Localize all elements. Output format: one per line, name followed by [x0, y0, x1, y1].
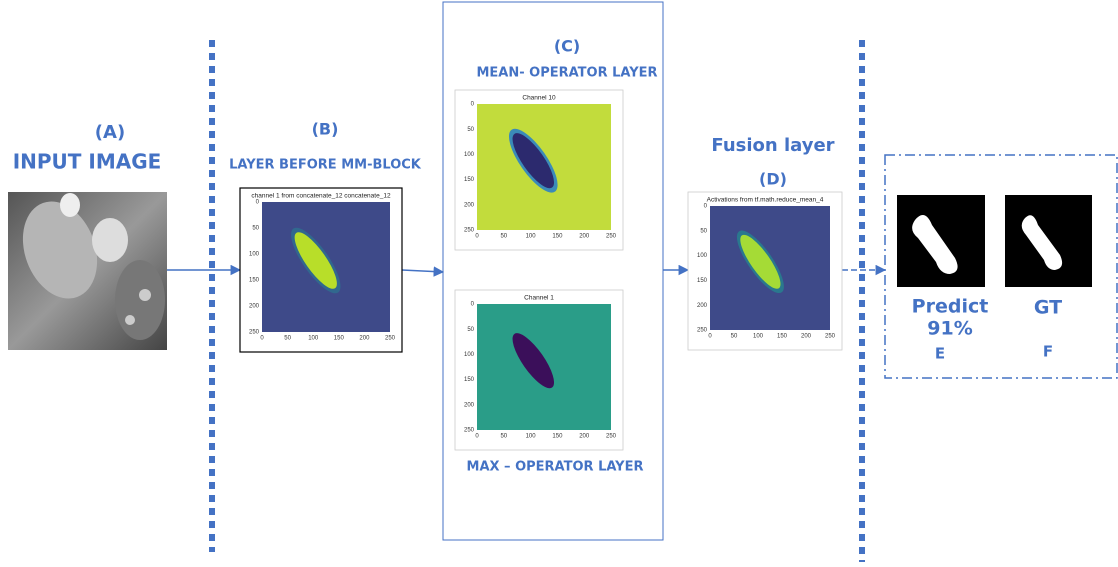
title: Fusion layer	[711, 135, 834, 156]
y-tick-label: 100	[464, 352, 475, 358]
x-tick-label: 150	[552, 434, 563, 440]
y-tick-label: 250	[464, 228, 475, 234]
x-tick-label: 100	[308, 336, 319, 342]
plot-title: Channel 10	[522, 95, 556, 102]
label: (A)	[95, 122, 125, 143]
y-tick-label: 150	[464, 177, 475, 183]
x-tick-label: 50	[500, 234, 507, 240]
x-tick-label: 150	[777, 334, 788, 340]
heatmap-plot: channel 1 from concatenate_12 concatenat…	[240, 188, 402, 352]
x-tick-label: 50	[284, 336, 291, 342]
label: (D)	[759, 170, 787, 189]
y-tick-label: 200	[464, 202, 475, 208]
y-tick-label: 150	[464, 377, 475, 383]
x-tick-label: 250	[825, 334, 836, 340]
y-tick-label: 100	[464, 152, 475, 158]
y-tick-label: 50	[700, 228, 707, 234]
label: (C)	[554, 37, 580, 56]
y-tick-label: 250	[697, 328, 708, 334]
x-tick-label: 200	[801, 334, 812, 340]
y-tick-label: 250	[464, 428, 475, 434]
title: INPUT IMAGE	[13, 150, 162, 174]
x-tick-label: 150	[334, 336, 345, 342]
x-tick-label: 50	[500, 434, 507, 440]
y-tick-label: 200	[464, 402, 475, 408]
plot-title: Activations from tf.math.reduce_mean_4	[707, 197, 824, 204]
arrow	[402, 270, 443, 272]
plot-title: channel 1 from concatenate_12 concatenat…	[251, 193, 391, 200]
y-tick-label: 200	[249, 304, 260, 310]
y-tick-label: 150	[249, 278, 260, 284]
x-tick-label: 250	[606, 234, 617, 240]
y-tick-label: 150	[697, 278, 708, 284]
score: 91%	[927, 318, 972, 340]
x-tick-label: 50	[731, 334, 738, 340]
y-tick-label: 50	[467, 327, 474, 333]
x-tick-label: 150	[552, 234, 563, 240]
x-tick-label: 100	[526, 434, 537, 440]
x-tick-label: 250	[385, 336, 396, 342]
title: LAYER BEFORE MM-BLOCK	[229, 158, 422, 173]
y-tick-label: 50	[467, 127, 474, 133]
x-tick-label: 200	[579, 434, 590, 440]
x-tick-label: 100	[526, 234, 537, 240]
x-tick-label: 200	[359, 336, 370, 342]
prediction-mask	[897, 195, 985, 287]
input-image	[8, 191, 167, 350]
y-tick-label: 100	[249, 252, 260, 258]
y-tick-label: 250	[249, 330, 260, 336]
x-tick-label: 100	[753, 334, 764, 340]
y-tick-label: 100	[697, 253, 708, 259]
x-tick-label: 200	[579, 234, 590, 240]
title: GT	[1034, 297, 1062, 319]
ground-truth-mask	[1005, 195, 1092, 287]
x-tick-label: 250	[606, 434, 617, 440]
label: E	[935, 345, 945, 363]
title: MAX – OPERATOR LAYER	[467, 460, 644, 475]
label: (B)	[312, 120, 339, 139]
y-tick-label: 200	[697, 303, 708, 309]
label: F	[1043, 343, 1053, 361]
y-tick-label: 50	[252, 226, 259, 232]
plot-title: Channel 1	[524, 295, 554, 302]
title: MEAN- OPERATOR LAYER	[476, 66, 657, 81]
title: Predict	[912, 296, 989, 318]
figure: (A) INPUT IMAGE (B) LAYER BEFORE MM-BLOC…	[0, 0, 1118, 567]
